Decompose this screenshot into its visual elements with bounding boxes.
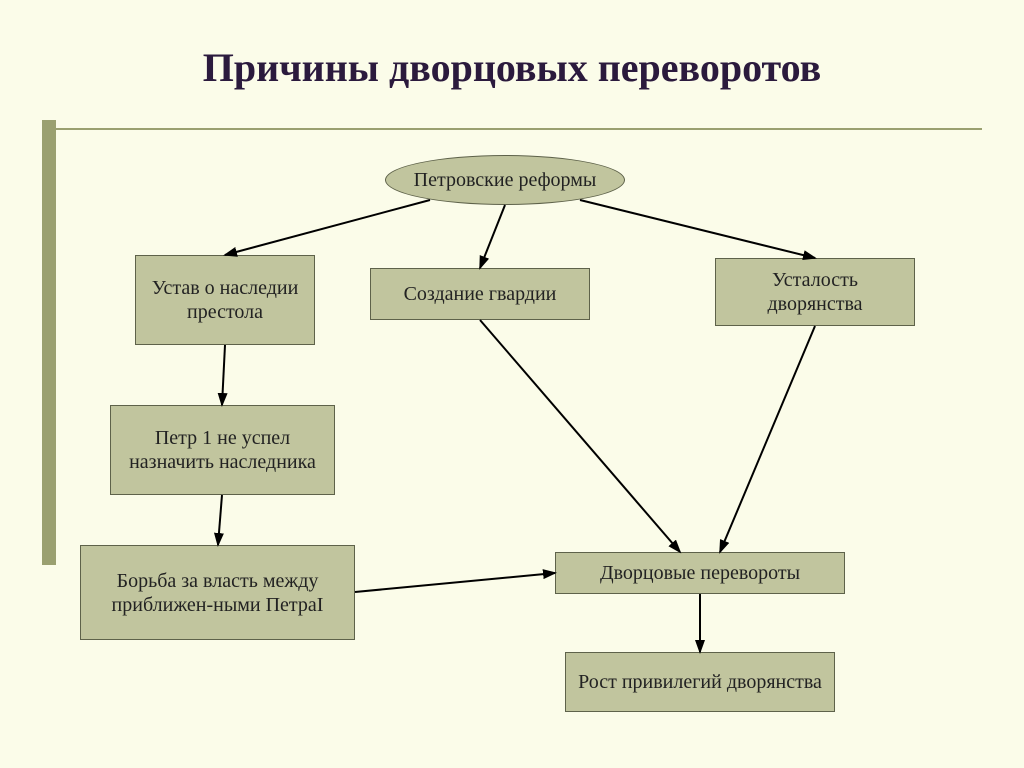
horizontal-rule	[42, 128, 982, 130]
page-title: Причины дворцовых переворотов	[0, 44, 1024, 91]
node-palace-coups: Дворцовые перевороты	[555, 552, 845, 594]
node-root-reforms: Петровские реформы	[385, 155, 625, 205]
accent-bar	[42, 120, 56, 565]
node-power-struggle: Борьба за власть между приближен-ными Пе…	[80, 545, 355, 640]
arrows-layer	[0, 0, 1024, 768]
node-nobility-privileges: Рост привилегий дворянства	[565, 652, 835, 712]
node-succession-charter: Устав о наследии престола	[135, 255, 315, 345]
node-guard-creation: Создание гвардии	[370, 268, 590, 320]
node-no-heir: Петр 1 не успел назначить наследника	[110, 405, 335, 495]
node-nobility-fatigue: Усталость дворянства	[715, 258, 915, 326]
